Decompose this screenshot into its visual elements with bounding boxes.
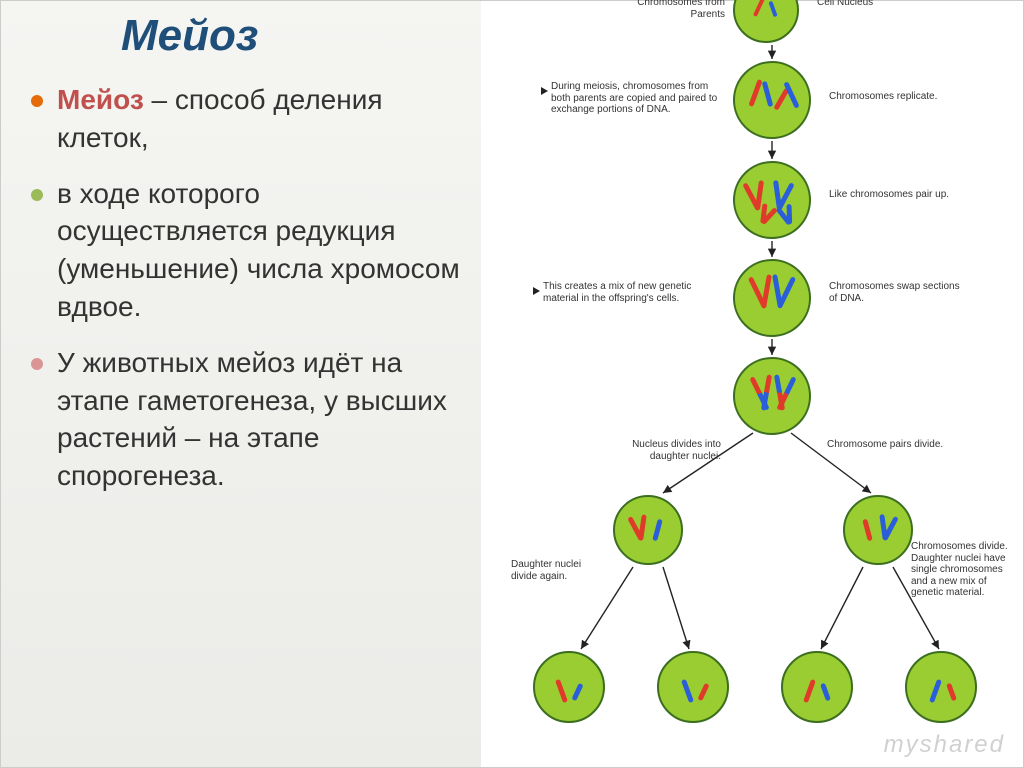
chromosome <box>762 81 774 107</box>
bullet-item: Мейоз – способ деления клеток, <box>31 81 471 157</box>
cell-c0 <box>733 0 799 43</box>
label-pointer <box>533 287 540 295</box>
chromosome <box>748 79 762 107</box>
bullet-text: в ходе которого осуществляется редукция … <box>57 175 471 326</box>
diagram-label: During meiosis, chromosomes from both pa… <box>551 81 721 116</box>
chromosome-pair <box>755 374 772 411</box>
diagram-label: Chromosome pairs divide. <box>827 439 977 451</box>
chromosome-pair <box>775 374 792 411</box>
chromosome <box>555 679 568 703</box>
cell-d1 <box>613 495 683 565</box>
diagram-label: Chromosomes divide. Daughter nuclei have… <box>911 541 1019 599</box>
watermark: myshared <box>884 731 1005 759</box>
cell-g3 <box>781 651 853 723</box>
chromosome <box>571 683 583 701</box>
bullet-item: У животных мейоз идёт на этапе гаметоген… <box>31 344 471 495</box>
diagram-label: Chromosomes replicate. <box>829 91 949 103</box>
chromosome <box>803 679 816 703</box>
bullet-text: Мейоз – способ деления клеток, <box>57 81 471 157</box>
bullet-item: в ходе которого осуществляется редукция … <box>31 175 471 326</box>
chromosome-pair <box>753 274 773 310</box>
diagram-label: Daughter nuclei divide again. <box>511 559 607 582</box>
bullet-dot <box>31 95 43 107</box>
slide: Мейоз Мейоз – способ деления клеток, в хо… <box>0 0 1024 768</box>
bullet-list: Мейоз – способ деления клеток, в ходе кот… <box>31 81 471 495</box>
meiosis-diagram: Chromosomes from Parents Cell Nucleus Duri… <box>481 1 1023 767</box>
bullet-dot <box>31 189 43 201</box>
cell-c2 <box>733 161 811 239</box>
cell-c1 <box>733 61 811 139</box>
chromosome-pair <box>879 514 896 542</box>
chromosome-pair <box>773 274 793 310</box>
slide-title: Мейоз <box>31 11 471 61</box>
diagram-label: Nucleus divides into daughter nuclei. <box>601 439 721 462</box>
diagram-label: Chromosomes from Parents <box>627 0 725 20</box>
text-panel: Мейоз Мейоз – способ деления клеток, в хо… <box>1 1 481 767</box>
label-pointer <box>541 87 548 95</box>
chromosome <box>862 519 873 542</box>
diagram-label: This creates a mix of new genetic materi… <box>543 281 723 304</box>
bullet-text: У животных мейоз идёт на этапе гаметоген… <box>57 344 471 495</box>
chromosome <box>753 0 765 17</box>
chromosome <box>697 683 709 701</box>
cell-c3 <box>733 259 811 337</box>
chromosome <box>652 519 663 542</box>
chromosome <box>929 679 942 703</box>
chromosome <box>946 683 957 702</box>
chromosome-pair <box>631 514 648 542</box>
cell-g2 <box>657 651 729 723</box>
diagram-label: Like chromosomes pair up. <box>829 189 959 201</box>
diagram-label: Chromosomes swap sections of DNA. <box>829 281 969 304</box>
bullet-dot <box>31 358 43 370</box>
chromosome-pair <box>778 204 796 227</box>
chromosome <box>820 683 831 702</box>
cell-c4 <box>733 357 811 435</box>
cell-g4 <box>905 651 977 723</box>
chromosome <box>768 1 777 17</box>
diagram-label: Cell Nucleus <box>817 0 937 9</box>
cell-g1 <box>533 651 605 723</box>
chromosome <box>681 679 694 703</box>
cell-d2 <box>843 495 913 565</box>
